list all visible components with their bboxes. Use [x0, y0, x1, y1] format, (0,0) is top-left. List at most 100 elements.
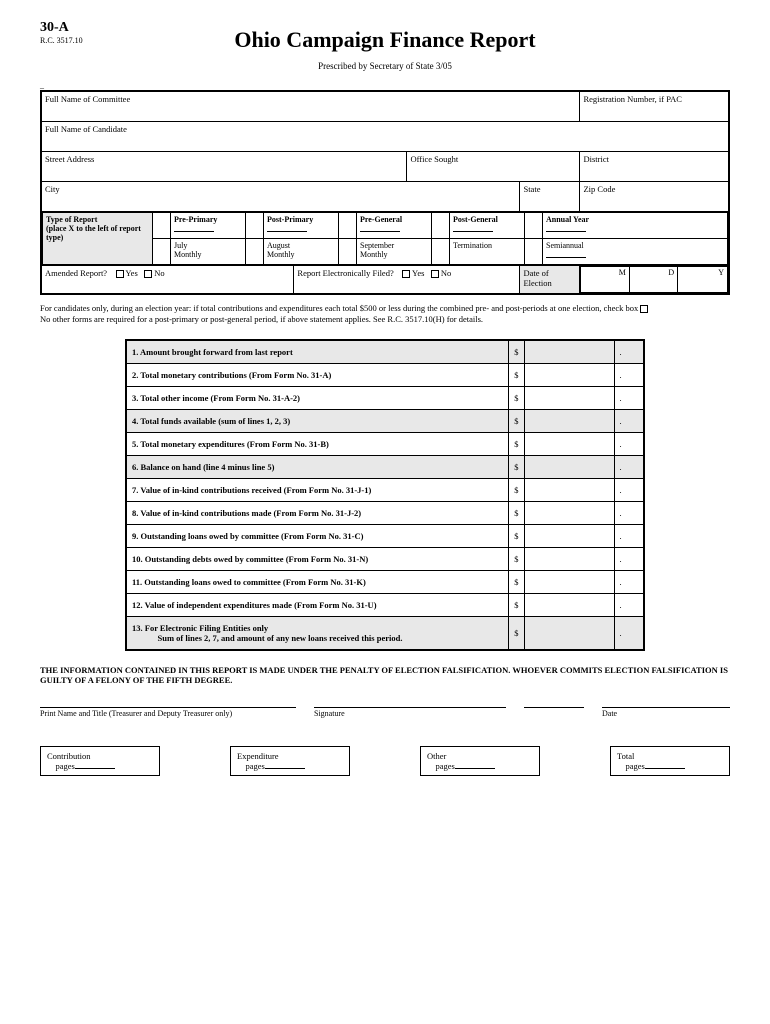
summary-amount-field[interactable] — [524, 593, 614, 616]
summary-cents-field[interactable]: . — [614, 570, 644, 593]
summary-amount-field[interactable] — [524, 363, 614, 386]
amended-label: Amended Report? — [45, 268, 107, 278]
header-info-table: Full Name of Committee Registration Numb… — [40, 90, 730, 295]
summary-cents-field[interactable]: . — [614, 363, 644, 386]
summary-amount-field[interactable] — [524, 570, 614, 593]
post-primary-checkbox[interactable] — [246, 212, 264, 238]
report-type-sub: (place X to the left of report type) — [46, 224, 141, 242]
efile-label: Report Electronically Filed? — [297, 268, 393, 278]
annual-year-label: Annual Year — [546, 215, 589, 224]
august-monthly-checkbox[interactable] — [246, 238, 264, 264]
summary-amount-field[interactable] — [524, 455, 614, 478]
pre-primary-checkbox[interactable] — [153, 212, 171, 238]
summary-cents-field[interactable]: . — [614, 616, 644, 650]
semiannual-label: Semiannual — [546, 241, 584, 250]
summary-cents-field[interactable]: . — [614, 455, 644, 478]
summary-dollar-sign: $ — [509, 570, 524, 593]
summary-amount-field[interactable] — [524, 616, 614, 650]
summary-row-label: 4. Total funds available (sum of lines 1… — [126, 409, 509, 432]
summary-dollar-sign: $ — [509, 478, 524, 501]
termination-label: Termination — [450, 238, 525, 264]
july-monthly-label: JulyMonthly — [174, 241, 202, 259]
september-monthly-checkbox[interactable] — [339, 238, 357, 264]
summary-cents-field[interactable]: . — [614, 432, 644, 455]
amended-yes-checkbox[interactable] — [116, 270, 124, 278]
summary-amount-field[interactable] — [524, 340, 614, 364]
post-general-checkbox[interactable] — [432, 212, 450, 238]
amended-no-checkbox[interactable] — [144, 270, 152, 278]
summary-cents-field[interactable]: . — [614, 501, 644, 524]
print-name-label: Print Name and Title (Treasurer and Depu… — [40, 709, 296, 718]
amended-yes-label: Yes — [125, 268, 137, 278]
under500-checkbox[interactable] — [640, 305, 648, 313]
signature-label: Signature — [314, 709, 506, 718]
summary-dollar-sign: $ — [509, 363, 524, 386]
summary-cents-field[interactable]: . — [614, 386, 644, 409]
contribution-pages-box[interactable]: Contribution pages — [40, 746, 160, 776]
expenditure-pages-box[interactable]: Expenditure pages — [230, 746, 350, 776]
candidate-name-field[interactable]: Full Name of Candidate — [41, 121, 729, 151]
september-monthly-label: SeptemberMonthly — [360, 241, 394, 259]
semiannual-checkbox[interactable] — [525, 238, 543, 264]
district-field[interactable]: District — [580, 151, 729, 181]
signature-section: Print Name and Title (Treasurer and Depu… — [40, 707, 730, 718]
summary-cents-field[interactable]: . — [614, 478, 644, 501]
report-type-header: Type of Report — [46, 215, 97, 224]
election-day[interactable]: D — [629, 266, 677, 292]
post-primary-label: Post-Primary — [267, 215, 313, 224]
page-title: Ohio Campaign Finance Report — [40, 27, 730, 53]
summary-dollar-sign: $ — [509, 501, 524, 524]
summary-dollar-sign: $ — [509, 547, 524, 570]
efile-yes-checkbox[interactable] — [402, 270, 410, 278]
street-address-field[interactable]: Street Address — [41, 151, 407, 181]
july-monthly-checkbox[interactable] — [153, 238, 171, 264]
august-monthly-label: AugustMonthly — [267, 241, 295, 259]
summary-dollar-sign: $ — [509, 524, 524, 547]
summary-amount-field[interactable] — [524, 524, 614, 547]
state-field[interactable]: State — [520, 181, 580, 211]
summary-dollar-sign: $ — [509, 386, 524, 409]
summary-row-label: 12. Value of independent expenditures ma… — [126, 593, 509, 616]
summary-row-label: 5. Total monetary expenditures (From For… — [126, 432, 509, 455]
summary-cents-field[interactable]: . — [614, 409, 644, 432]
pre-general-label: Pre-General — [360, 215, 402, 224]
report-type-table: Type of Report (place X to the left of r… — [42, 212, 728, 265]
summary-cents-field[interactable]: . — [614, 547, 644, 570]
summary-cents-field[interactable]: . — [614, 593, 644, 616]
summary-row-label: 7. Value of in-kind contributions receiv… — [126, 478, 509, 501]
election-year[interactable]: Y — [678, 266, 728, 292]
summary-amount-field[interactable] — [524, 501, 614, 524]
summary-dollar-sign: $ — [509, 409, 524, 432]
post-general-label: Post-General — [453, 215, 498, 224]
pre-general-checkbox[interactable] — [339, 212, 357, 238]
office-sought-field[interactable]: Office Sought — [407, 151, 580, 181]
summary-amount-field[interactable] — [524, 547, 614, 570]
summary-cents-field[interactable]: . — [614, 524, 644, 547]
termination-checkbox[interactable] — [432, 238, 450, 264]
summary-row-label: 13. For Electronic Filing Entities only … — [126, 616, 509, 650]
efile-no-checkbox[interactable] — [431, 270, 439, 278]
election-month[interactable]: M — [581, 266, 629, 292]
summary-cents-field[interactable]: . — [614, 340, 644, 364]
summary-row-label: 2. Total monetary contributions (From Fo… — [126, 363, 509, 386]
summary-row-label: 1. Amount brought forward from last repo… — [126, 340, 509, 364]
summary-amount-field[interactable] — [524, 432, 614, 455]
annual-year-checkbox[interactable] — [525, 212, 543, 238]
date-label: Date — [602, 709, 730, 718]
committee-name-field[interactable]: Full Name of Committee — [41, 91, 580, 121]
summary-dollar-sign: $ — [509, 455, 524, 478]
other-pages-box[interactable]: Other pages — [420, 746, 540, 776]
reg-number-field[interactable]: Registration Number, if PAC — [580, 91, 729, 121]
total-pages-box[interactable]: Total pages — [610, 746, 730, 776]
summary-amount-field[interactable] — [524, 409, 614, 432]
zip-field[interactable]: Zip Code — [580, 181, 729, 211]
summary-table: 1. Amount brought forward from last repo… — [125, 339, 645, 651]
summary-amount-field[interactable] — [524, 386, 614, 409]
summary-row-label: 6. Balance on hand (line 4 minus line 5) — [126, 455, 509, 478]
summary-row-label: 3. Total other income (From Form No. 31-… — [126, 386, 509, 409]
summary-dollar-sign: $ — [509, 616, 524, 650]
city-field[interactable]: City — [41, 181, 520, 211]
summary-row-label: 8. Value of in-kind contributions made (… — [126, 501, 509, 524]
summary-row-label: 10. Outstanding debts owed by committee … — [126, 547, 509, 570]
summary-amount-field[interactable] — [524, 478, 614, 501]
